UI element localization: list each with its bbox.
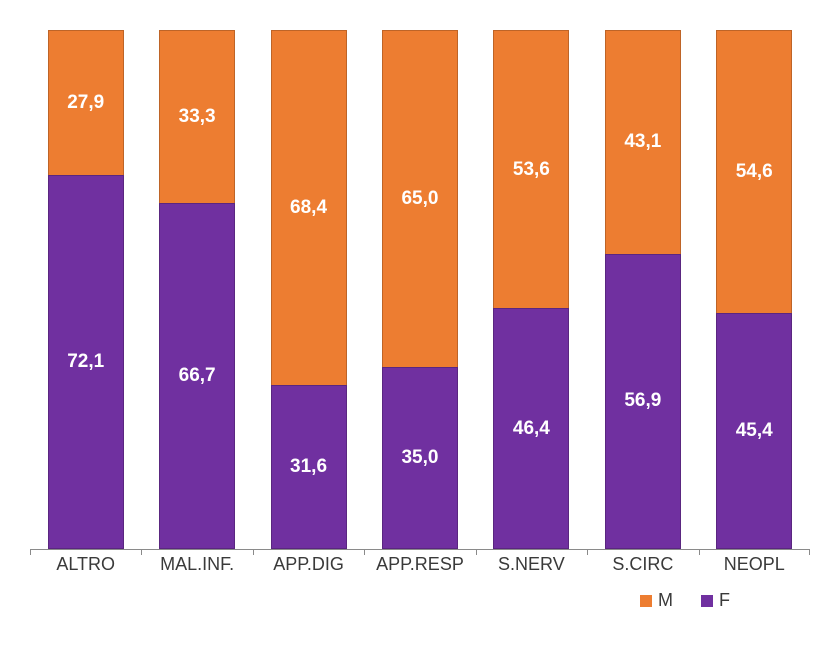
chart-plot-area: 27,9 72,1 33,3 66,7 68,4 bbox=[30, 30, 810, 550]
legend-label: M bbox=[658, 590, 673, 611]
bar-segment-f: 72,1 bbox=[48, 175, 124, 549]
stacked-bar: 54,6 45,4 bbox=[716, 30, 792, 549]
stacked-bar: 43,1 56,9 bbox=[605, 30, 681, 549]
bar-value-label: 56,9 bbox=[624, 390, 661, 412]
bar-segment-m: 33,3 bbox=[159, 30, 235, 203]
bar-group: 54,6 45,4 bbox=[699, 30, 810, 549]
bar-segment-f: 45,4 bbox=[716, 313, 792, 549]
bars-container: 27,9 72,1 33,3 66,7 68,4 bbox=[30, 30, 810, 549]
bar-value-label: 46,4 bbox=[513, 418, 550, 440]
legend-item-m: M bbox=[640, 590, 673, 611]
bar-value-label: 33,3 bbox=[179, 106, 216, 128]
bar-segment-m: 27,9 bbox=[48, 30, 124, 175]
stacked-bar: 27,9 72,1 bbox=[48, 30, 124, 549]
stacked-bar: 53,6 46,4 bbox=[493, 30, 569, 549]
bar-segment-f: 31,6 bbox=[271, 385, 347, 549]
bar-value-label: 54,6 bbox=[736, 161, 773, 183]
bar-value-label: 35,0 bbox=[401, 447, 438, 469]
x-axis-label: ALTRO bbox=[30, 554, 141, 575]
x-axis-label: APP.RESP bbox=[364, 554, 475, 575]
bar-segment-m: 43,1 bbox=[605, 30, 681, 254]
x-axis-label: NEOPL bbox=[699, 554, 810, 575]
legend-swatch-icon bbox=[640, 595, 652, 607]
bar-value-label: 66,7 bbox=[179, 365, 216, 387]
bar-segment-m: 54,6 bbox=[716, 30, 792, 313]
bar-value-label: 65,0 bbox=[401, 188, 438, 210]
bar-segment-f: 35,0 bbox=[382, 367, 458, 549]
chart-legend: M F bbox=[30, 590, 810, 611]
bar-value-label: 31,6 bbox=[290, 456, 327, 478]
bar-group: 27,9 72,1 bbox=[30, 30, 141, 549]
x-axis-label: APP.DIG bbox=[253, 554, 364, 575]
bar-group: 43,1 56,9 bbox=[587, 30, 698, 549]
x-axis-labels: ALTRO MAL.INF. APP.DIG APP.RESP S.NERV S… bbox=[30, 554, 810, 575]
stacked-bar: 33,3 66,7 bbox=[159, 30, 235, 549]
x-axis-label: MAL.INF. bbox=[141, 554, 252, 575]
bar-group: 65,0 35,0 bbox=[364, 30, 475, 549]
bar-value-label: 27,9 bbox=[67, 92, 104, 114]
bar-value-label: 72,1 bbox=[67, 351, 104, 373]
bar-segment-f: 56,9 bbox=[605, 254, 681, 549]
bar-value-label: 43,1 bbox=[624, 131, 661, 153]
bar-segment-m: 65,0 bbox=[382, 30, 458, 367]
bar-group: 53,6 46,4 bbox=[476, 30, 587, 549]
bar-group: 33,3 66,7 bbox=[141, 30, 252, 549]
x-axis-label: S.NERV bbox=[476, 554, 587, 575]
legend-label: F bbox=[719, 590, 730, 611]
stacked-bar: 65,0 35,0 bbox=[382, 30, 458, 549]
bar-segment-m: 53,6 bbox=[493, 30, 569, 308]
legend-item-f: F bbox=[701, 590, 730, 611]
bar-segment-f: 66,7 bbox=[159, 203, 235, 549]
bar-segment-m: 68,4 bbox=[271, 30, 347, 385]
legend-swatch-icon bbox=[701, 595, 713, 607]
bar-value-label: 68,4 bbox=[290, 197, 327, 219]
bar-value-label: 45,4 bbox=[736, 420, 773, 442]
bar-segment-f: 46,4 bbox=[493, 308, 569, 549]
bar-value-label: 53,6 bbox=[513, 159, 550, 181]
bar-group: 68,4 31,6 bbox=[253, 30, 364, 549]
stacked-bar: 68,4 31,6 bbox=[271, 30, 347, 549]
x-axis-label: S.CIRC bbox=[587, 554, 698, 575]
